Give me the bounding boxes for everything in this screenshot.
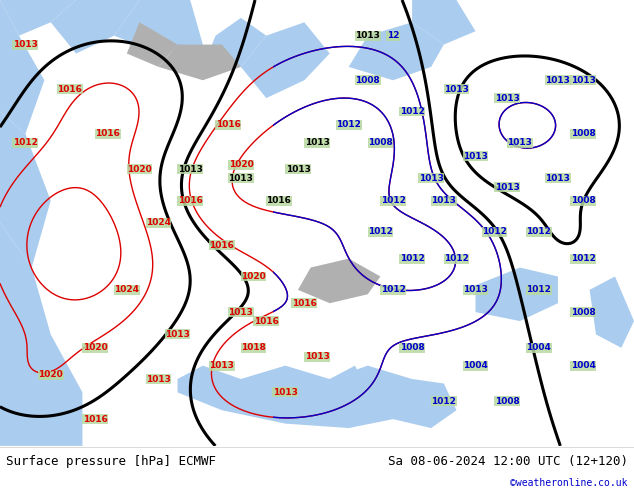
Point [0, 442, 5, 450]
Text: 1008: 1008 [355, 76, 380, 85]
Polygon shape [51, 0, 139, 53]
Text: 1013: 1013 [273, 388, 298, 397]
Polygon shape [476, 268, 558, 321]
Polygon shape [158, 45, 241, 80]
Polygon shape [203, 18, 266, 67]
Point [0, 442, 5, 450]
Text: 1013: 1013 [545, 174, 571, 183]
Text: 1020: 1020 [38, 370, 63, 379]
Text: 1016: 1016 [216, 121, 241, 129]
Text: 1020: 1020 [228, 161, 254, 170]
Text: 1012: 1012 [368, 227, 393, 236]
Text: 1008: 1008 [571, 308, 596, 317]
Text: 1013: 1013 [304, 138, 330, 147]
Point [0, 442, 5, 450]
Text: 1012: 1012 [336, 121, 361, 129]
Text: 1016: 1016 [209, 241, 235, 250]
Polygon shape [178, 366, 431, 428]
Text: 12: 12 [387, 31, 399, 40]
Text: 1012: 1012 [13, 138, 38, 147]
Polygon shape [349, 22, 444, 80]
Text: 1020: 1020 [241, 272, 266, 281]
Text: ©weatheronline.co.uk: ©weatheronline.co.uk [510, 478, 628, 489]
Text: 1024: 1024 [114, 285, 139, 294]
Text: 1016: 1016 [57, 85, 82, 94]
Polygon shape [330, 366, 368, 401]
Polygon shape [0, 0, 44, 134]
Text: 1024: 1024 [146, 219, 171, 227]
Text: 1004: 1004 [571, 361, 596, 370]
Point [0, 442, 5, 450]
Text: 1020: 1020 [82, 343, 108, 352]
Text: 1018: 1018 [241, 343, 266, 352]
Text: 1013: 1013 [178, 165, 203, 174]
Text: 1013: 1013 [545, 76, 571, 85]
Point [0, 442, 5, 450]
Text: 1008: 1008 [571, 129, 596, 138]
Text: 1012: 1012 [482, 227, 507, 236]
Text: 1013: 1013 [463, 151, 488, 161]
Polygon shape [298, 259, 380, 303]
Text: 1008: 1008 [399, 343, 425, 352]
Text: 1013: 1013 [209, 361, 235, 370]
Text: 1016: 1016 [254, 317, 279, 325]
Polygon shape [114, 0, 203, 53]
Text: 1013: 1013 [495, 183, 520, 192]
Text: 1016: 1016 [95, 129, 120, 138]
Text: 1013: 1013 [146, 374, 171, 384]
Text: 1013: 1013 [495, 94, 520, 102]
Text: Sa 08-06-2024 12:00 UTC (12+120): Sa 08-06-2024 12:00 UTC (12+120) [387, 455, 628, 468]
Text: 1012: 1012 [399, 254, 425, 263]
Polygon shape [0, 112, 51, 268]
Text: 1008: 1008 [368, 138, 393, 147]
Polygon shape [241, 22, 330, 98]
Polygon shape [412, 0, 476, 45]
Text: 1013: 1013 [165, 330, 190, 339]
Point [0, 442, 5, 450]
Text: 1008: 1008 [571, 196, 596, 205]
Polygon shape [590, 276, 634, 348]
Polygon shape [393, 379, 456, 428]
Text: 1013: 1013 [355, 31, 380, 40]
Text: 1013: 1013 [444, 85, 469, 94]
Text: 1012: 1012 [431, 397, 456, 406]
Point [0, 442, 5, 450]
Text: 1016: 1016 [266, 196, 292, 205]
Text: 1012: 1012 [399, 107, 425, 116]
Text: Surface pressure [hPa] ECMWF: Surface pressure [hPa] ECMWF [6, 455, 216, 468]
Point [0, 442, 5, 450]
Polygon shape [0, 0, 76, 36]
Text: 1013: 1013 [418, 174, 444, 183]
Text: 1012: 1012 [571, 254, 596, 263]
Text: 1004: 1004 [526, 343, 552, 352]
Polygon shape [0, 223, 82, 446]
Text: 1013: 1013 [13, 40, 38, 49]
Text: 1013: 1013 [285, 165, 311, 174]
Text: 1008: 1008 [495, 397, 520, 406]
Text: 1016: 1016 [82, 415, 108, 424]
Text: 1013: 1013 [304, 352, 330, 361]
Polygon shape [127, 22, 178, 67]
Text: 1013: 1013 [571, 76, 596, 85]
Text: 1013: 1013 [228, 308, 254, 317]
Text: 1013: 1013 [228, 174, 254, 183]
Point [0, 442, 5, 450]
Text: 1016: 1016 [178, 196, 203, 205]
Text: 1013: 1013 [463, 285, 488, 294]
Text: 1016: 1016 [292, 299, 317, 308]
Text: 1012: 1012 [526, 227, 552, 236]
Text: 1013: 1013 [507, 138, 533, 147]
Text: 1013: 1013 [431, 196, 456, 205]
Text: 1012: 1012 [380, 285, 406, 294]
Text: 1012: 1012 [444, 254, 469, 263]
Text: 1020: 1020 [127, 165, 152, 174]
Text: 1012: 1012 [526, 285, 552, 294]
Point [0, 442, 5, 450]
Point [0, 442, 5, 450]
Text: 1004: 1004 [463, 361, 488, 370]
Text: 1012: 1012 [380, 196, 406, 205]
